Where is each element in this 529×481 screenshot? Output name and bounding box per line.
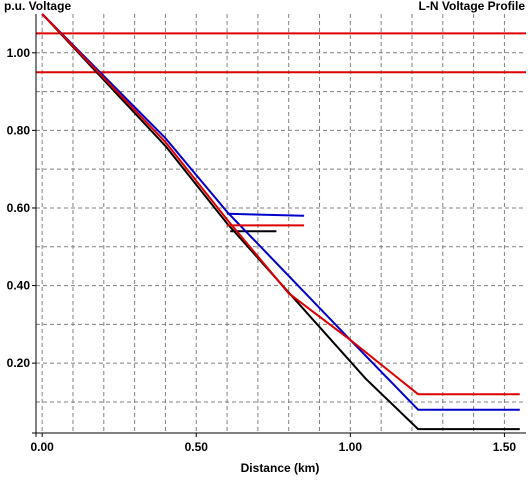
- series-layer: [41, 13, 520, 431]
- series-line-1: [41, 13, 520, 431]
- grid-layer: [36, 14, 526, 433]
- y-axis-title: p.u. Voltage: [4, 0, 71, 13]
- series-branch-line-2: [227, 212, 305, 217]
- y-tick-label: 0.80: [7, 123, 31, 137]
- y-tick-label: 0.40: [7, 279, 31, 293]
- series-line-3: [41, 13, 520, 396]
- x-tick-label: 1.00: [339, 440, 363, 454]
- chart-title: L-N Voltage Profile: [419, 0, 526, 13]
- series-line-2: [41, 13, 520, 411]
- y-tick-label: 0.20: [7, 356, 31, 370]
- axis-layer: 0.20 0.40 0.60 0.80 1.00 0.00 0.50 1.00 1.50: [7, 14, 526, 454]
- reference-lines-layer: [36, 32, 526, 74]
- y-tick-label: 1.00: [7, 46, 31, 60]
- y-tick-label: 0.60: [7, 201, 31, 215]
- x-tick-label: 1.50: [493, 440, 517, 454]
- label-layer: p.u. Voltage L-N Voltage Profile Distanc…: [4, 0, 525, 475]
- x-tick-label: 0.00: [30, 440, 54, 454]
- x-axis-title: Distance (km): [241, 461, 320, 475]
- x-tick-label: 0.50: [185, 440, 209, 454]
